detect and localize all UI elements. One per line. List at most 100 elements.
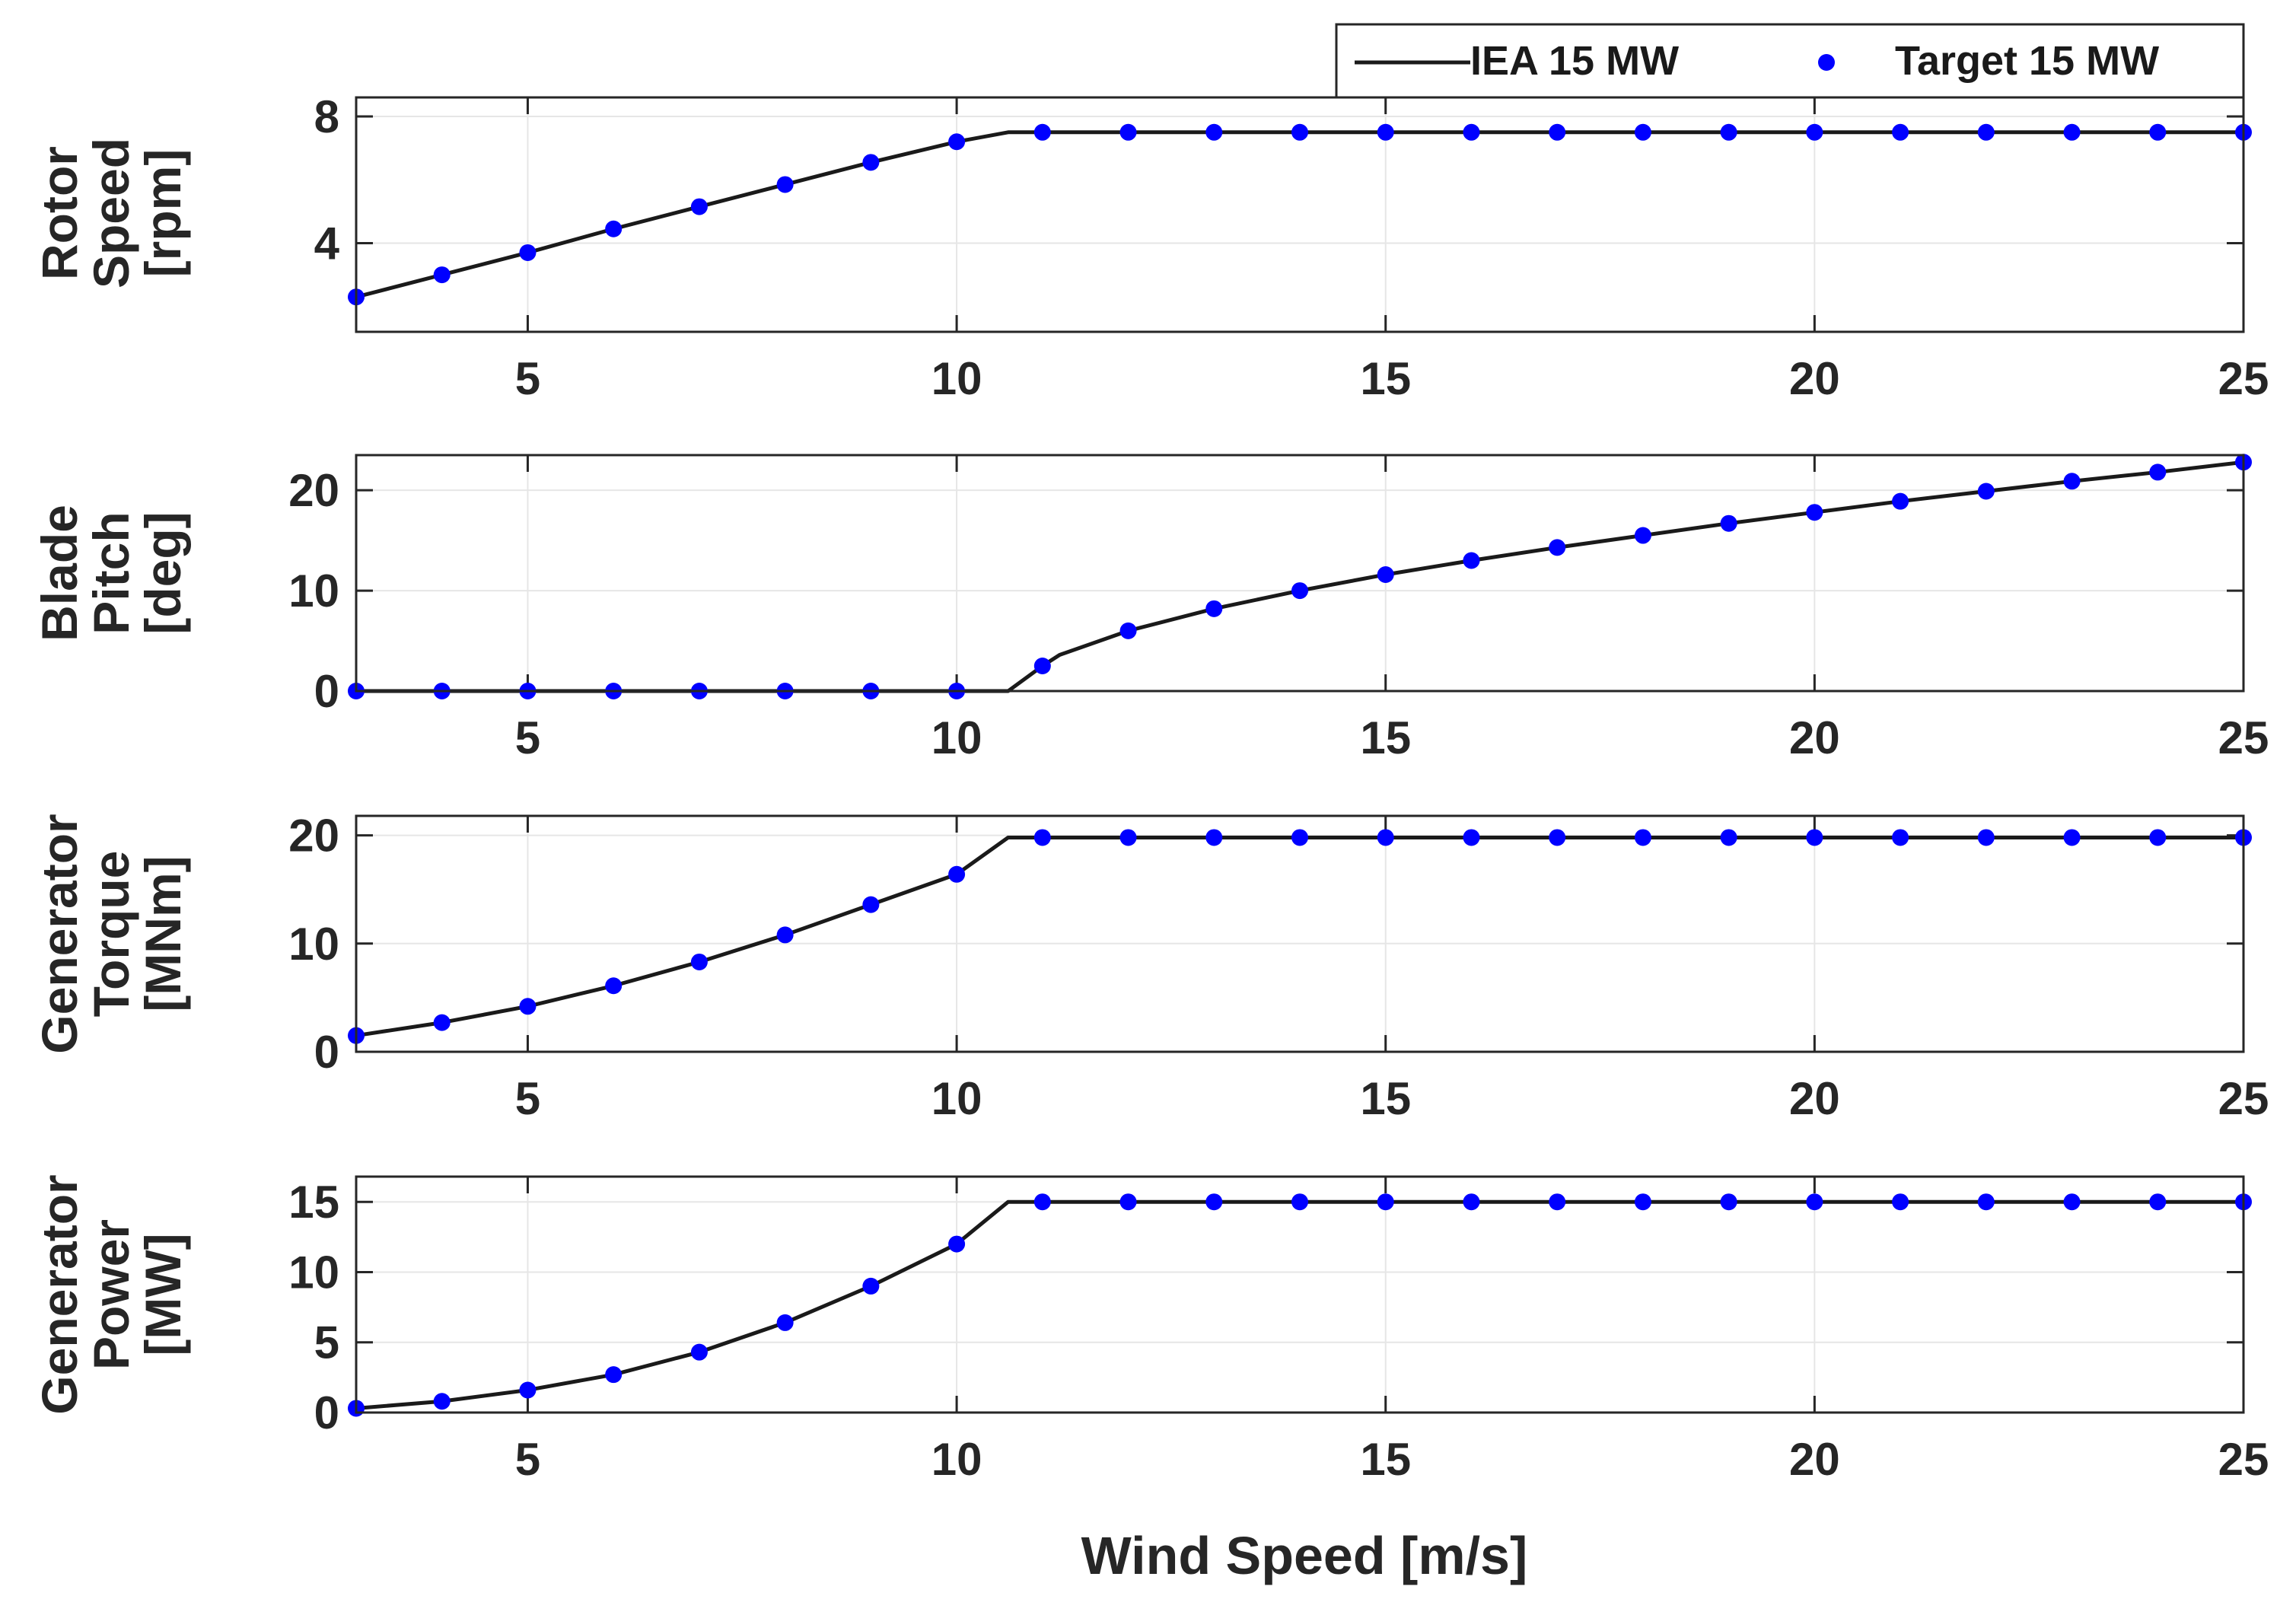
legend-label-iea: IEA 15 MW xyxy=(1470,38,1679,84)
data-point-target-15mw xyxy=(1119,622,1137,639)
data-point-target-15mw xyxy=(1205,600,1223,617)
data-point-target-15mw xyxy=(862,154,880,171)
data-point-target-15mw xyxy=(1806,504,1823,521)
data-point-target-15mw xyxy=(1977,123,1995,141)
data-point-target-15mw xyxy=(2063,123,2081,141)
data-point-target-15mw xyxy=(2063,1193,2081,1211)
data-point-target-15mw xyxy=(776,1314,794,1331)
data-point-target-15mw xyxy=(2149,1193,2167,1211)
data-point-target-15mw xyxy=(948,1235,966,1253)
data-point-target-15mw xyxy=(1977,829,1995,846)
data-point-target-15mw xyxy=(1463,123,1480,141)
data-point-target-15mw xyxy=(1806,123,1823,141)
x-tick-label: 10 xyxy=(931,353,982,404)
y-tick-label: 0 xyxy=(314,666,339,717)
x-tick-label: 25 xyxy=(2218,1434,2269,1485)
y-tick-label: 10 xyxy=(288,565,339,616)
x-tick-label: 25 xyxy=(2218,353,2269,404)
x-tick-label: 5 xyxy=(515,1434,540,1485)
data-point-target-15mw xyxy=(1291,829,1308,846)
data-point-target-15mw xyxy=(1720,514,1737,532)
data-point-target-15mw xyxy=(1549,123,1566,141)
axes-box xyxy=(355,814,2245,1053)
data-point-target-15mw xyxy=(1033,829,1051,846)
y-tick-label: 8 xyxy=(314,91,339,142)
data-point-target-15mw xyxy=(1806,1193,1823,1211)
y-tick-label: 0 xyxy=(314,1027,339,1078)
data-point-target-15mw xyxy=(1892,123,1909,141)
data-point-target-15mw xyxy=(2063,829,2081,846)
axes-box xyxy=(355,454,2245,693)
data-point-target-15mw xyxy=(605,1366,623,1384)
data-point-target-15mw xyxy=(1377,829,1394,846)
x-axis-label: Wind Speed [m/s] xyxy=(1081,1526,1528,1585)
axes-box xyxy=(355,1175,2245,1414)
y-axis-label-line: Rotor xyxy=(31,146,88,280)
x-tick-label: 10 xyxy=(931,712,982,763)
data-point-target-15mw xyxy=(1463,1193,1480,1211)
data-point-target-15mw xyxy=(1634,527,1651,544)
data-point-target-15mw xyxy=(1205,1193,1223,1211)
data-point-target-15mw xyxy=(1549,539,1566,556)
data-point-target-15mw xyxy=(1892,829,1909,846)
data-point-target-15mw xyxy=(1119,1193,1137,1211)
x-tick-label: 25 xyxy=(2218,1073,2269,1124)
y-axis-label-line: Generator xyxy=(31,814,88,1053)
data-point-target-15mw xyxy=(1291,123,1308,141)
y-tick-label: 10 xyxy=(288,1247,339,1298)
x-tick-label: 5 xyxy=(515,712,540,763)
data-point-target-15mw xyxy=(1720,829,1737,846)
y-tick-label: 10 xyxy=(288,919,339,970)
x-tick-label: 10 xyxy=(931,1073,982,1124)
legend-box xyxy=(1335,23,2245,99)
data-point-target-15mw xyxy=(1377,123,1394,141)
y-axis-label-line: Power xyxy=(83,1219,139,1370)
data-point-target-15mw xyxy=(1634,1193,1651,1211)
series-line-iea-15mw xyxy=(356,460,2244,693)
data-point-target-15mw xyxy=(1892,492,1909,510)
data-point-target-15mw xyxy=(1549,1193,1566,1211)
data-point-target-15mw xyxy=(1377,565,1394,583)
y-axis-label-line: [rpm] xyxy=(135,149,191,278)
data-point-target-15mw xyxy=(1205,829,1223,846)
y-axis-label-line: [MW] xyxy=(135,1233,191,1355)
data-point-target-15mw xyxy=(2149,829,2167,846)
y-axis-label-line: Generator xyxy=(31,1174,88,1414)
y-axis-label-line: Torque xyxy=(83,851,139,1018)
data-point-target-15mw xyxy=(1205,123,1223,141)
data-point-target-15mw xyxy=(1377,1193,1394,1211)
data-point-target-15mw xyxy=(1720,1193,1737,1211)
x-tick-label: 15 xyxy=(1360,1434,1411,1485)
data-point-target-15mw xyxy=(1291,1193,1308,1211)
data-point-target-15mw xyxy=(519,998,537,1015)
plot-area xyxy=(356,1177,2243,1413)
data-point-target-15mw xyxy=(519,1381,537,1399)
x-tick-label: 20 xyxy=(1789,353,1840,404)
x-tick-label: 10 xyxy=(931,1434,982,1485)
legend: IEA 15 MW Target 15 MW xyxy=(1335,23,2245,99)
data-point-target-15mw xyxy=(862,1277,880,1295)
data-point-target-15mw xyxy=(948,865,966,883)
data-point-target-15mw xyxy=(862,896,880,913)
data-point-target-15mw xyxy=(605,977,623,995)
y-axis-label-line: [deg] xyxy=(135,511,191,634)
data-point-target-15mw xyxy=(433,1014,451,1031)
x-tick-label: 20 xyxy=(1789,1073,1840,1124)
data-point-target-15mw xyxy=(690,1343,708,1361)
data-point-target-15mw xyxy=(2063,473,2081,490)
data-point-target-15mw xyxy=(1720,123,1737,141)
data-point-target-15mw xyxy=(1033,1193,1051,1211)
y-tick-label: 15 xyxy=(288,1177,339,1228)
x-tick-label: 15 xyxy=(1360,353,1411,404)
x-tick-label: 15 xyxy=(1360,712,1411,763)
data-point-target-15mw xyxy=(690,198,708,215)
y-tick-label: 20 xyxy=(288,465,339,516)
x-tick-label: 20 xyxy=(1789,1434,1840,1485)
y-tick-label: 20 xyxy=(288,811,339,862)
data-point-target-15mw xyxy=(1291,582,1308,600)
data-point-target-15mw xyxy=(433,266,451,284)
legend-label-target: Target 15 MW xyxy=(1895,38,2159,84)
y-tick-label: 5 xyxy=(314,1317,339,1368)
